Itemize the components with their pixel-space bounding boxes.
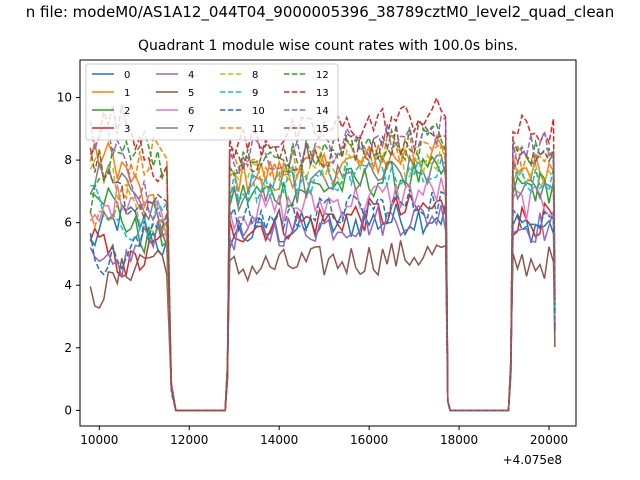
axes-frame	[79, 59, 577, 427]
y-tick-label: 2	[64, 341, 72, 355]
y-axis: 0 2 4 6 8 10	[57, 91, 80, 417]
legend-label-11: 11	[252, 124, 265, 135]
legend-label-3: 3	[124, 124, 130, 135]
series-line-9	[90, 155, 556, 412]
legend-label-7: 7	[188, 124, 194, 135]
series-line-2	[89, 155, 556, 412]
legend-label-13: 13	[316, 88, 329, 99]
x-tick-label: 20000	[530, 433, 568, 447]
legend-label-6: 6	[188, 106, 194, 117]
series-line-15	[89, 121, 556, 412]
series-line-7	[89, 153, 556, 412]
series-layer	[89, 95, 556, 412]
y-tick-label: 4	[64, 278, 72, 292]
x-tick-label: 10000	[80, 433, 118, 447]
legend-label-2: 2	[124, 106, 130, 117]
chart-title: Quadrant 1 module wise count rates with …	[138, 38, 518, 54]
legend-label-5: 5	[188, 88, 194, 99]
legend-label-15: 15	[316, 124, 329, 135]
legend-label-9: 9	[252, 88, 258, 99]
legend-label-10: 10	[252, 106, 265, 117]
series-line-13	[89, 95, 556, 412]
x-tick-label: 16000	[350, 433, 388, 447]
legend-label-12: 12	[316, 70, 329, 81]
x-tick-label: 14000	[260, 433, 298, 447]
figure-suptitle: n file: modeM0/AS1A12_044T04_9000005396_…	[26, 3, 615, 22]
legend-label-4: 4	[188, 70, 194, 81]
legend-label-8: 8	[252, 70, 258, 81]
x-tick-label: 18000	[440, 433, 478, 447]
y-tick-label: 0	[64, 403, 72, 417]
x-tick-label: 12000	[170, 433, 208, 447]
legend-box	[85, 63, 339, 141]
series-line-5	[89, 240, 556, 412]
y-tick-label: 6	[64, 216, 72, 230]
x-axis-offset-label: +4.075e8	[503, 453, 562, 467]
legend-label-1: 1	[124, 88, 130, 99]
legend-label-0: 0	[124, 70, 130, 81]
legend-label-14: 14	[316, 106, 329, 117]
x-axis: 10000 12000 14000 16000 18000 20000	[80, 426, 568, 447]
y-tick-label: 10	[57, 91, 72, 105]
series-line-8	[89, 144, 556, 412]
y-tick-label: 8	[64, 153, 72, 167]
